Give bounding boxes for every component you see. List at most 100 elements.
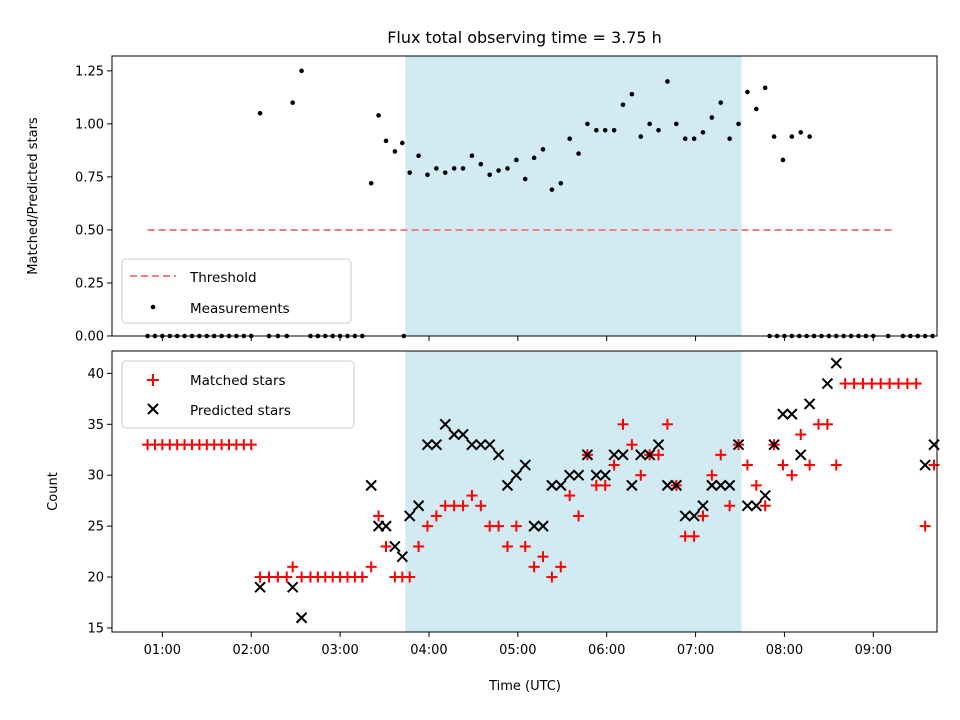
matched-star-point xyxy=(510,520,522,532)
y-tick-label: 0.25 xyxy=(75,276,104,291)
measurement-point xyxy=(400,140,405,146)
matched-star-point xyxy=(653,449,665,461)
measurement-point xyxy=(762,85,768,91)
measurement-point xyxy=(674,121,679,127)
measurement-point xyxy=(558,180,564,186)
measurement-point xyxy=(567,136,572,142)
predicted-star-point xyxy=(466,438,478,451)
top-panel-title: Flux total observing time = 3.75 h xyxy=(387,28,662,47)
matched-star-point xyxy=(910,378,922,390)
predicted-star-points xyxy=(254,357,940,624)
x-tick-label: 07:00 xyxy=(677,643,714,658)
matched-star-point xyxy=(475,500,487,512)
measurement-point xyxy=(549,187,555,192)
predicted-star-point xyxy=(626,479,638,492)
measurement-point xyxy=(602,127,608,133)
bottom-x-ticks: 01:00 02:00 03:00 04:00 05:00 06:00 07:00 08:00… xyxy=(144,632,892,658)
predicted-star-point xyxy=(670,479,683,492)
matched-star-points xyxy=(142,378,940,583)
matched-star-point xyxy=(365,561,377,573)
predicted-star-point xyxy=(555,479,567,492)
predicted-star-point xyxy=(501,479,514,492)
matched-star-point xyxy=(750,479,762,491)
y-tick-label: 0.75 xyxy=(75,170,104,185)
predicted-star-point xyxy=(777,408,789,420)
matched-star-point xyxy=(245,439,257,451)
measurement-point xyxy=(620,102,626,108)
matched-legend-swatch xyxy=(147,374,159,386)
predicted-star-point xyxy=(803,398,816,410)
x-tick-label: 02:00 xyxy=(232,643,269,658)
matched-star-point xyxy=(430,510,442,522)
measurement-point xyxy=(638,134,644,139)
measurement-point xyxy=(376,113,381,118)
measurement-point xyxy=(478,161,484,167)
predicted-star-point xyxy=(389,540,401,553)
predicted-star-point xyxy=(563,469,576,481)
y-tick-label: 15 xyxy=(87,621,104,636)
predicted-star-point xyxy=(635,449,647,461)
measurement-point xyxy=(442,170,448,175)
predicted-star-point xyxy=(643,449,656,461)
observing-window-shade xyxy=(405,351,742,632)
measurement-point xyxy=(798,130,804,135)
threshold-legend-label: Threshold xyxy=(189,270,257,286)
matched-star-point xyxy=(356,571,368,583)
y-tick-label: 0.00 xyxy=(75,330,104,345)
predicted-star-point xyxy=(830,357,842,369)
predicted-star-point xyxy=(448,428,460,441)
x-tick-label: 03:00 xyxy=(321,643,358,658)
matched-star-point xyxy=(919,520,931,532)
matched-star-point xyxy=(555,561,567,573)
measurement-point xyxy=(514,157,519,163)
measurement-point xyxy=(392,149,398,154)
predicted-star-point xyxy=(581,449,594,461)
matched-star-point xyxy=(688,530,700,542)
predicted-star-point xyxy=(715,479,727,492)
measurement-point xyxy=(368,180,374,186)
y-tick-label: 0.50 xyxy=(75,223,104,238)
measurement-point xyxy=(487,172,492,178)
predicted-star-point xyxy=(380,520,392,532)
matched-star-point xyxy=(804,459,816,471)
x-tick-label: 06:00 xyxy=(588,643,625,658)
matched-star-point xyxy=(608,459,620,471)
measurement-point xyxy=(540,147,546,152)
predicted-star-point xyxy=(537,520,549,532)
measurement-point xyxy=(718,100,724,105)
predicted-star-point xyxy=(617,449,629,461)
predicted-star-point xyxy=(750,500,763,512)
y-tick-label: 1.00 xyxy=(75,117,104,132)
predicted-star-point xyxy=(759,489,771,502)
matched-star-point xyxy=(759,500,771,512)
matched-star-point xyxy=(528,561,540,573)
matched-star-point xyxy=(661,418,673,430)
matched-star-point xyxy=(626,439,638,451)
measurement-point xyxy=(789,134,795,139)
measurement-point xyxy=(691,136,697,142)
predicted-star-point xyxy=(528,520,540,532)
matched-star-point xyxy=(466,490,478,502)
measurements-legend-swatch xyxy=(150,304,156,310)
measurement-point xyxy=(299,68,304,74)
matched-star-point xyxy=(373,510,385,522)
measurement-point xyxy=(665,79,670,84)
matched-star-point xyxy=(821,418,833,430)
y-tick-label: 35 xyxy=(87,418,104,433)
predicted-star-point xyxy=(430,438,443,451)
measurement-point xyxy=(700,130,706,135)
matched-legend-label: Matched stars xyxy=(190,373,286,389)
matched-star-point xyxy=(546,571,558,583)
predicted-star-point xyxy=(688,510,700,522)
measurement-point xyxy=(576,151,581,156)
measurement-point xyxy=(522,176,528,182)
measurement-point xyxy=(531,155,537,161)
measurement-point xyxy=(753,106,759,112)
top-axes-frame xyxy=(111,55,938,337)
x-tick-label: 09:00 xyxy=(855,643,892,658)
bottom-legend: Matched stars Predicted stars xyxy=(121,360,355,429)
star-count-panel: 15 20 25 30 35 40 01:00 02:00 03:00 04:00 05:00 06… xyxy=(46,350,940,694)
y-tick-label: 40 xyxy=(87,367,104,382)
measurement-point xyxy=(656,127,661,133)
